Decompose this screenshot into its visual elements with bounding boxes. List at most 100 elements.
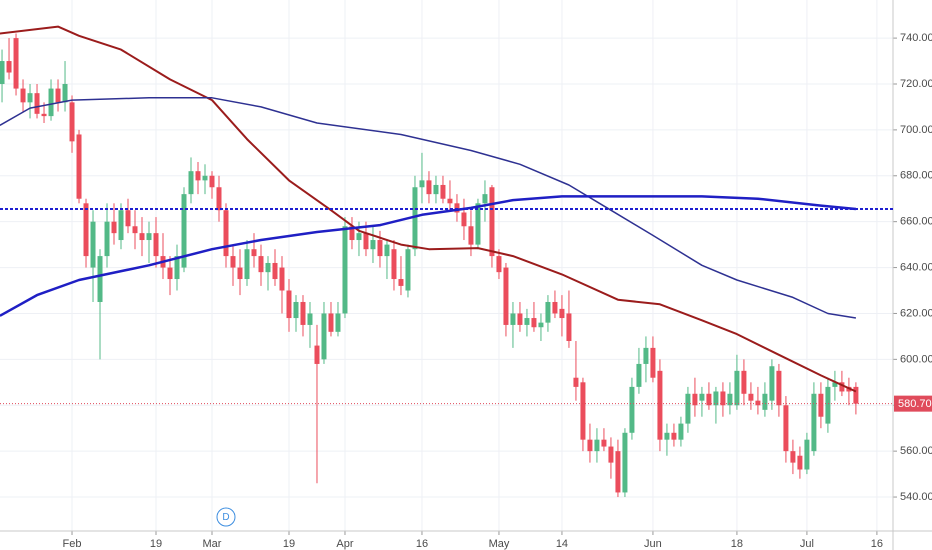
candle-body: [559, 308, 565, 319]
candle-body: [391, 249, 397, 280]
candle-body: [426, 180, 432, 195]
candle-body: [139, 233, 145, 241]
candle-body: [811, 393, 817, 452]
candle-body: [244, 249, 250, 280]
y-tick-label: 540.00: [900, 491, 932, 503]
candle-body: [622, 432, 628, 493]
candle-body: [601, 439, 607, 447]
candle-body: [510, 313, 516, 325]
candle-body: [671, 432, 677, 440]
x-tick-label: 16: [416, 538, 428, 550]
candle-body: [69, 102, 75, 142]
x-tick-label: May: [489, 538, 510, 550]
candle-body: [706, 393, 712, 406]
candle-body: [804, 439, 810, 470]
candle-body: [769, 366, 775, 401]
candle-body: [503, 267, 509, 325]
candle-body: [377, 240, 383, 257]
candle-body: [643, 347, 649, 364]
candle-body: [797, 455, 803, 470]
x-tick-label: Feb: [63, 538, 82, 550]
candle-body: [475, 203, 481, 245]
y-tick-label: 620.00: [900, 307, 932, 319]
candle-body: [230, 256, 236, 268]
candle-body: [307, 313, 313, 325]
candle-body: [818, 393, 824, 417]
candle-body: [552, 301, 558, 314]
y-tick-label: 680.00: [900, 170, 932, 182]
candle-body: [832, 382, 838, 387]
candle-body: [216, 187, 222, 211]
candle-body: [839, 382, 845, 392]
candle-body: [405, 249, 411, 291]
candle-body: [755, 400, 761, 406]
y-tick-label: 700.00: [900, 124, 932, 136]
candle-body: [293, 301, 299, 319]
candle-body: [384, 244, 390, 257]
candle-body: [188, 171, 194, 195]
candle-body: [440, 184, 446, 199]
candle-body: [55, 88, 61, 103]
candle-body: [104, 221, 110, 257]
candle-body: [370, 240, 376, 250]
candle-body: [6, 61, 12, 73]
candle-body: [62, 83, 68, 103]
candle-body: [181, 194, 187, 268]
candle-body: [685, 393, 691, 424]
candle-body: [517, 313, 523, 325]
x-tick-label: 18: [731, 538, 743, 550]
candle-body: [349, 226, 355, 241]
candle-body: [433, 184, 439, 195]
candle-body: [286, 290, 292, 319]
candle-body: [209, 175, 215, 188]
y-tick-label: 660.00: [900, 216, 932, 228]
candle-body: [580, 382, 586, 440]
candle-body: [83, 203, 89, 257]
y-tick-label: 600.00: [900, 353, 932, 365]
candle-body: [13, 38, 19, 89]
candle-body: [125, 210, 131, 227]
moving-average-line: [0, 25, 857, 393]
candle-body: [342, 226, 348, 314]
x-tick-label: Jul: [800, 538, 814, 550]
candle-body: [489, 187, 495, 257]
y-tick-label: 720.00: [900, 78, 932, 90]
moving-average-line: [0, 195, 857, 317]
candle-body: [727, 393, 733, 406]
candle-body: [300, 301, 306, 325]
x-tick-label: 16: [871, 538, 883, 550]
candle-body: [587, 439, 593, 452]
candle-body: [720, 391, 726, 406]
candle-body: [27, 93, 33, 103]
candle-body: [608, 446, 614, 463]
candle-body: [111, 221, 117, 234]
y-tick-label: 640.00: [900, 261, 932, 273]
candle-body: [664, 432, 670, 440]
candle-body: [419, 180, 425, 188]
candle-body: [566, 313, 572, 341]
x-tick-label: 19: [150, 538, 162, 550]
candle-body: [398, 279, 404, 286]
x-tick-label: Mar: [203, 538, 222, 550]
candle-body: [636, 363, 642, 387]
candle-body: [314, 345, 320, 364]
event-marker: [216, 507, 236, 527]
candle-body: [20, 88, 26, 103]
candle-body: [356, 233, 362, 241]
candle-body: [825, 386, 831, 424]
candle-body: [594, 439, 600, 452]
x-tick-label: Apr: [336, 538, 353, 550]
candle-body: [734, 370, 740, 406]
x-tick-label: Jun: [644, 538, 662, 550]
candle-body: [118, 210, 124, 241]
x-tick-label: 19: [283, 538, 295, 550]
candle-body: [783, 405, 789, 452]
candle-body: [762, 393, 768, 410]
candle-body: [251, 249, 257, 257]
candle-body: [790, 451, 796, 463]
candle-body: [615, 451, 621, 493]
candle-body: [90, 221, 96, 268]
candle-body: [713, 391, 719, 406]
